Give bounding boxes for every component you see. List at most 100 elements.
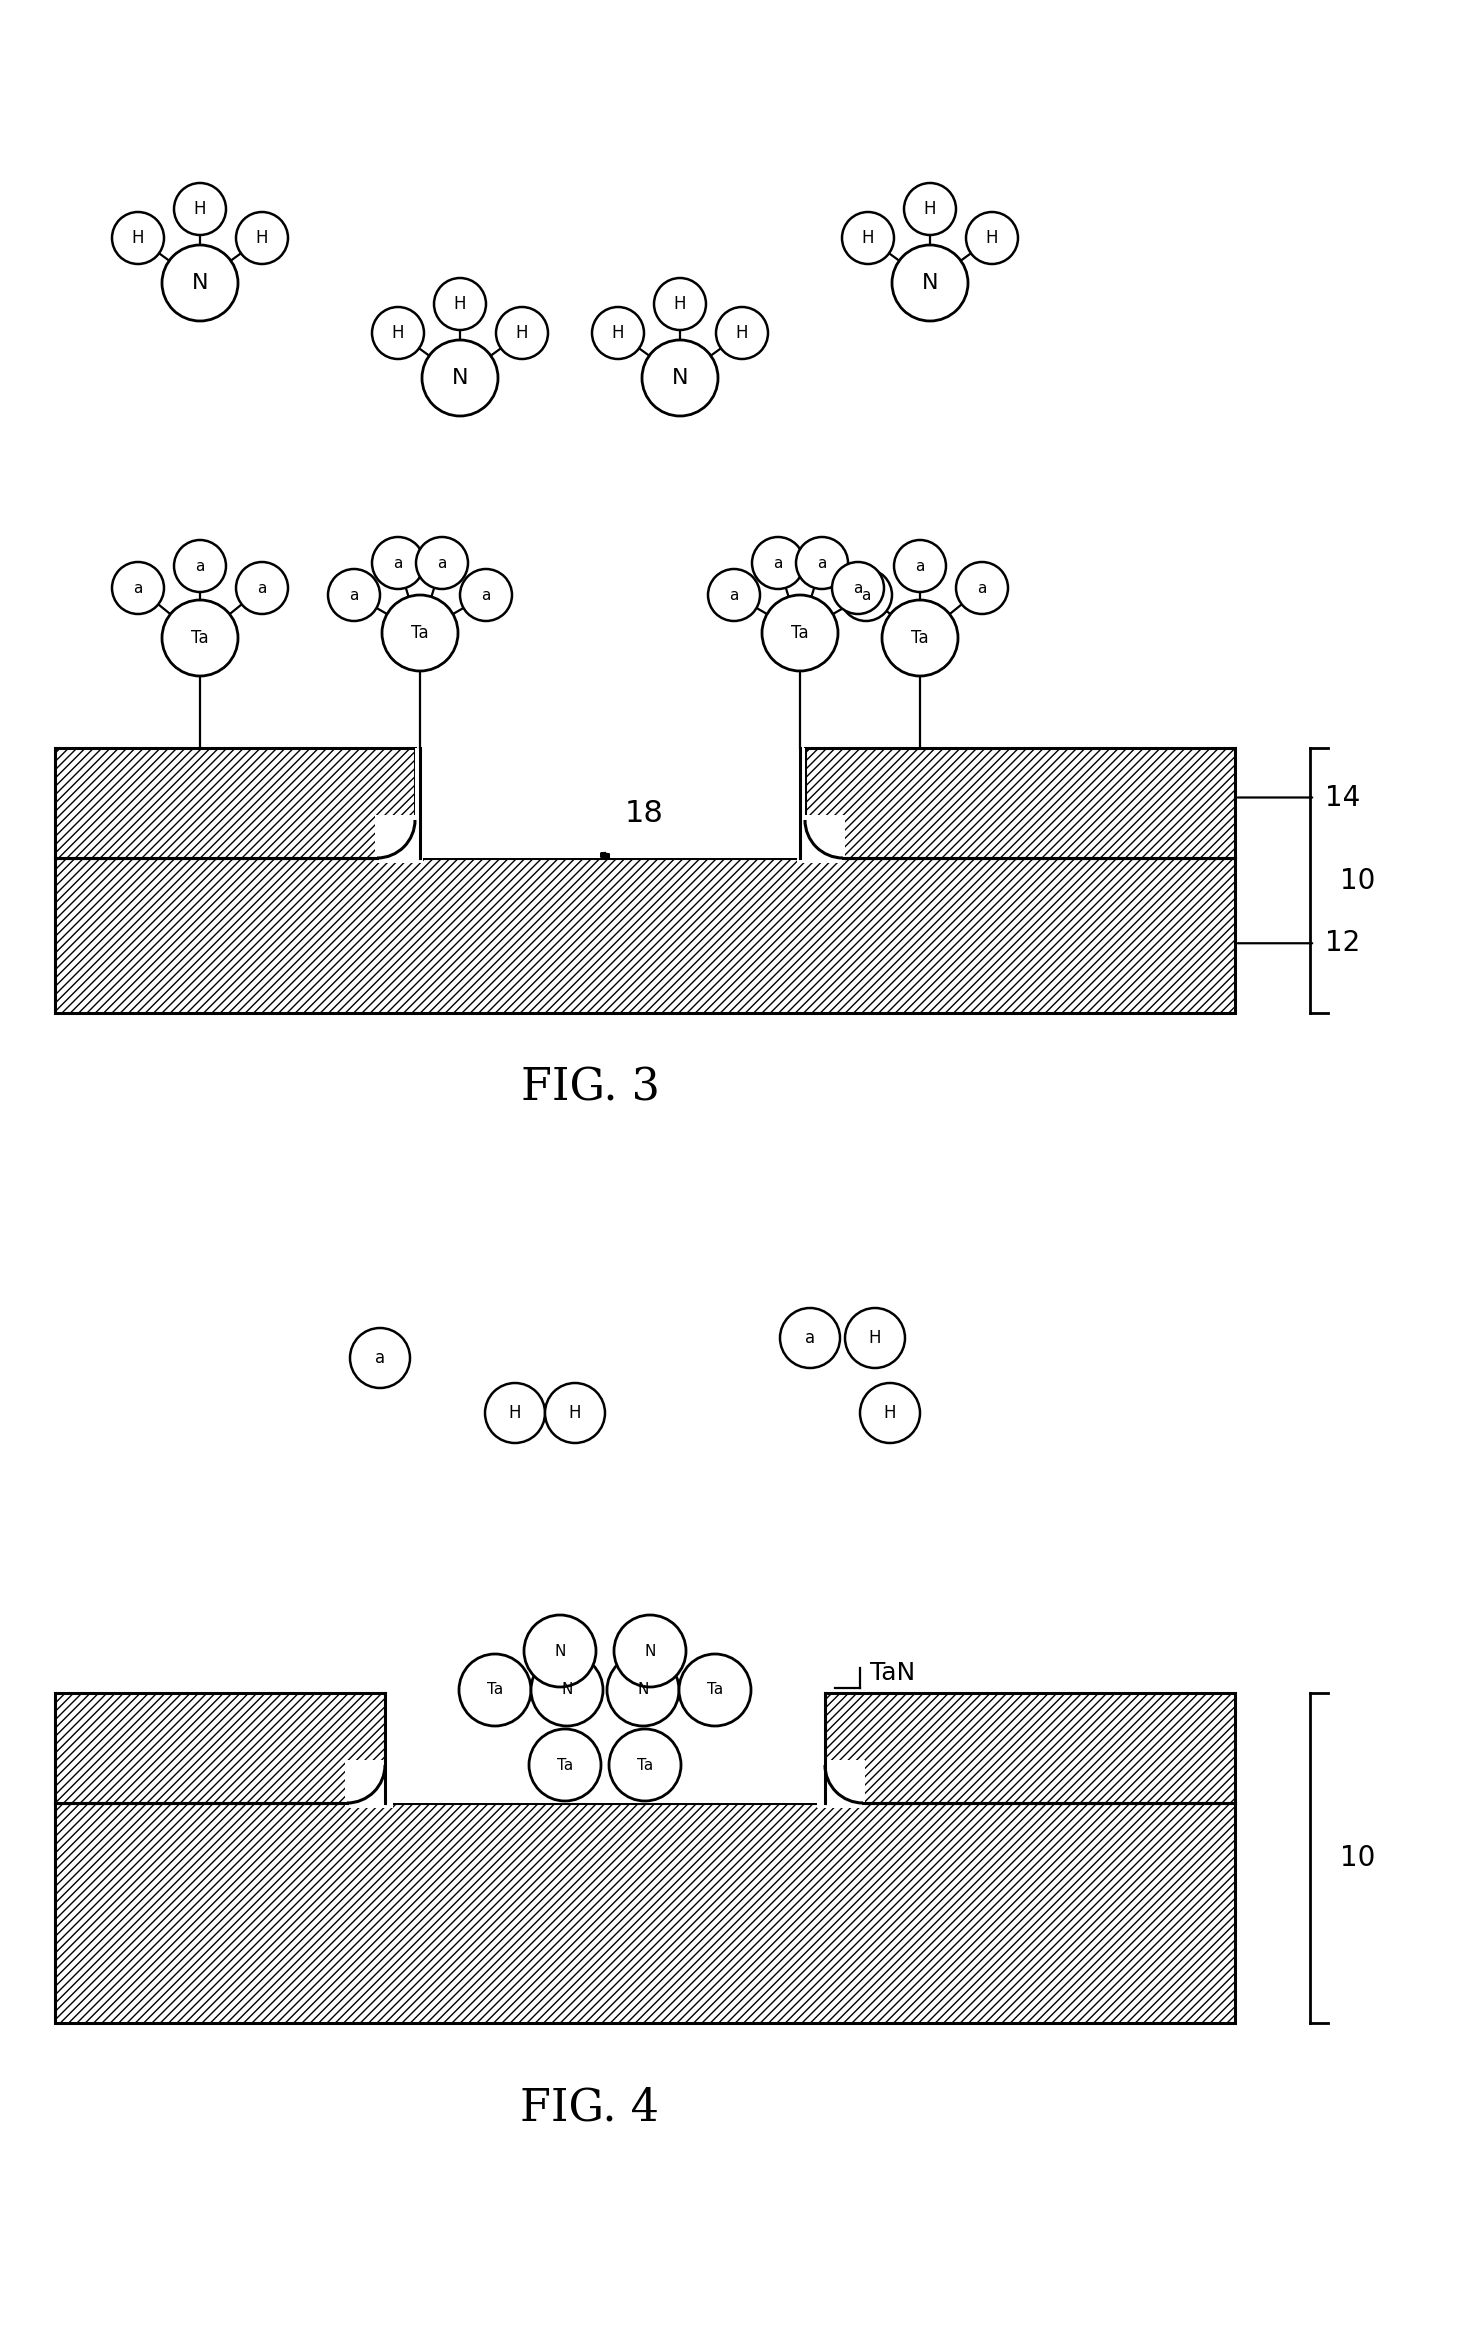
Circle shape [112, 211, 163, 265]
Text: a: a [349, 588, 359, 602]
Text: H: H [569, 1403, 581, 1422]
Text: H: H [516, 323, 528, 342]
Circle shape [235, 211, 288, 265]
Bar [825, 1694, 1236, 1804]
Text: Ta: Ta [637, 1757, 653, 1774]
Bar [54, 747, 415, 858]
Text: 10: 10 [1340, 867, 1375, 895]
Text: a: a [481, 588, 491, 602]
Circle shape [382, 595, 457, 670]
Circle shape [235, 562, 288, 614]
Circle shape [716, 307, 768, 358]
Text: a: a [134, 581, 143, 595]
Text: N: N [452, 368, 468, 389]
Circle shape [841, 211, 894, 265]
Circle shape [530, 1729, 602, 1802]
Text: a: a [915, 558, 925, 574]
Circle shape [844, 1307, 905, 1368]
Circle shape [861, 1382, 919, 1443]
Circle shape [780, 1307, 840, 1368]
Text: a: a [196, 558, 204, 574]
Circle shape [162, 600, 238, 677]
Circle shape [422, 340, 499, 417]
Text: H: H [924, 199, 936, 218]
Text: 18: 18 [625, 799, 663, 827]
Bar [54, 858, 1236, 1012]
Text: H: H [736, 323, 749, 342]
Circle shape [544, 1382, 605, 1443]
Bar [825, 1694, 1236, 1804]
Circle shape [762, 595, 838, 670]
Bar [54, 1694, 385, 1804]
Text: H: H [986, 230, 999, 246]
Text: H: H [869, 1328, 881, 1347]
Text: a: a [393, 555, 403, 569]
Text: a: a [730, 588, 738, 602]
Text: H: H [862, 230, 874, 246]
Circle shape [609, 1729, 681, 1802]
Text: Ta: Ta [708, 1682, 724, 1696]
Text: 10: 10 [1340, 1844, 1375, 1872]
Circle shape [655, 279, 706, 330]
Text: Ta: Ta [558, 1757, 574, 1774]
Text: H: H [453, 295, 466, 314]
Bar [54, 1804, 1236, 2022]
Circle shape [956, 562, 1008, 614]
Text: H: H [612, 323, 624, 342]
Circle shape [708, 569, 761, 621]
Text: Ta: Ta [791, 623, 809, 642]
Circle shape [112, 562, 163, 614]
Circle shape [613, 1614, 685, 1687]
Circle shape [328, 569, 380, 621]
Text: a: a [805, 1328, 815, 1347]
Text: N: N [644, 1642, 656, 1659]
Text: N: N [922, 274, 938, 293]
Text: a: a [774, 555, 783, 569]
Text: TaN: TaN [869, 1661, 915, 1685]
Text: H: H [884, 1403, 896, 1422]
Circle shape [891, 246, 968, 321]
Text: 12: 12 [1325, 930, 1361, 958]
Circle shape [641, 340, 718, 417]
Circle shape [833, 562, 884, 614]
Text: a: a [437, 555, 447, 569]
Circle shape [459, 1654, 531, 1727]
Bar [346, 1760, 393, 1809]
Text: N: N [637, 1682, 649, 1696]
Text: a: a [853, 581, 862, 595]
Circle shape [796, 537, 847, 588]
Text: FIG. 3: FIG. 3 [521, 1066, 659, 1111]
Circle shape [840, 569, 891, 621]
Bar [54, 747, 415, 858]
Text: N: N [672, 368, 688, 389]
Bar [816, 1760, 865, 1809]
Text: Ta: Ta [412, 623, 430, 642]
Circle shape [174, 183, 227, 234]
Text: FIG. 4: FIG. 4 [521, 2085, 659, 2130]
Bar [54, 858, 1236, 1012]
Circle shape [372, 307, 424, 358]
Circle shape [460, 569, 512, 621]
Bar [805, 747, 1236, 858]
Text: 14: 14 [1325, 783, 1361, 811]
Circle shape [350, 1328, 410, 1387]
Bar [805, 747, 1236, 858]
Bar [385, 1694, 825, 1804]
Text: N: N [562, 1682, 572, 1696]
Circle shape [416, 537, 468, 588]
Text: Ta: Ta [191, 628, 209, 647]
Bar [797, 815, 844, 862]
Text: N: N [191, 274, 209, 293]
Circle shape [905, 183, 956, 234]
Text: H: H [132, 230, 144, 246]
Bar [415, 747, 805, 858]
Text: H: H [391, 323, 405, 342]
Circle shape [524, 1614, 596, 1687]
Circle shape [608, 1654, 680, 1727]
Text: H: H [674, 295, 687, 314]
Text: a: a [862, 588, 871, 602]
Text: a: a [977, 581, 987, 595]
Circle shape [894, 539, 946, 593]
Circle shape [531, 1654, 603, 1727]
Circle shape [434, 279, 485, 330]
